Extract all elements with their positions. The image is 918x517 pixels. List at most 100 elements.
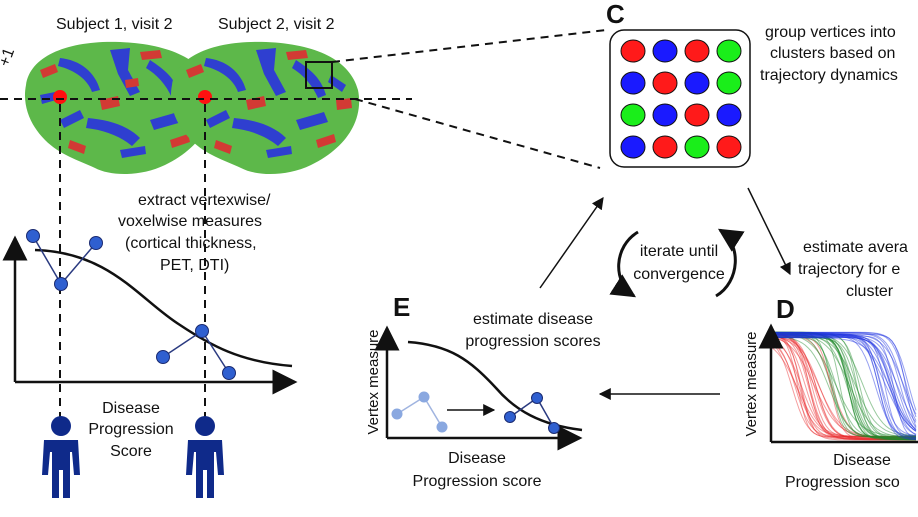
left-caption-line: (cortical thickness, (125, 235, 257, 252)
trajectory-line (772, 334, 917, 440)
trajectory-line (772, 336, 917, 436)
panel-c-caption-line: clusters based on (770, 45, 895, 62)
left-plot-trajectory-curve (34, 248, 293, 368)
trajectory-line (771, 332, 916, 438)
subject1-points (26, 229, 103, 291)
trajectory-line (772, 336, 917, 435)
left-caption-line: voxelwise measures (118, 213, 262, 230)
panel-e-caption-line: progression scores (465, 333, 600, 350)
trajectory-line (772, 332, 917, 436)
panel-e-xlabel-line: Progression score (413, 473, 542, 490)
trajectory-line (771, 336, 916, 438)
cluster-vertex-dot (716, 103, 742, 127)
trajectory-line (772, 332, 916, 437)
panel-d-caption: estimate avera trajectory for e cluster (798, 239, 908, 300)
trajectory-line (771, 334, 916, 439)
trajectory-line (772, 332, 916, 440)
trajectory-line (771, 334, 916, 438)
cluster-grid (620, 39, 742, 159)
iterate-arrow-left (609, 230, 639, 298)
panel-e-xlabel-line: Disease (448, 450, 506, 467)
panel-c-caption: group vertices into clusters based on tr… (760, 24, 898, 84)
trajectory-line (772, 332, 917, 429)
trajectory-line (772, 332, 917, 440)
trajectory-line (772, 331, 917, 411)
arrow-e-to-c (539, 197, 604, 289)
trajectory-line (771, 336, 916, 438)
cluster-vertex-dot (652, 71, 678, 95)
trajectory-line (772, 333, 917, 432)
cluster-vertex-dot (716, 135, 742, 159)
cluster-vertex-dot (652, 103, 678, 127)
panel-c-caption-line: trajectory dynamics (760, 67, 898, 84)
trajectory-line (771, 347, 916, 441)
trajectory-line (771, 335, 916, 439)
trajectory-line (772, 335, 916, 439)
trajectory-line (771, 336, 916, 440)
cluster-vertex-dot (620, 135, 646, 159)
cluster-vertex-dot (652, 39, 678, 63)
zoom-line-top (331, 29, 607, 63)
panel-d-caption-line: trajectory for e (798, 261, 900, 278)
selected-region-box (305, 61, 333, 89)
subject2-points (156, 324, 236, 380)
panel-c-caption-line: group vertices into (765, 24, 896, 41)
trajectory-line (771, 331, 916, 439)
cluster-vertex-dot (684, 39, 710, 63)
panel-d-xlabel-line: Disease (833, 452, 891, 469)
data-point (156, 350, 170, 364)
trajectory-line (771, 342, 916, 440)
panel-e-unaligned-points (391, 391, 448, 433)
cluster-vertex-dot (620, 71, 646, 95)
trajectory-line (772, 336, 916, 440)
trajectory-line (771, 338, 916, 440)
data-point (548, 422, 560, 434)
left-caption-line: extract vertexwise/ (138, 192, 271, 209)
data-point (531, 392, 543, 404)
data-point (504, 411, 516, 423)
trajectory-line (772, 334, 917, 437)
trajectory-line (771, 332, 917, 437)
data-point (391, 408, 403, 420)
person-icon-subject2 (186, 416, 224, 498)
panel-e-caption-line: estimate disease (473, 311, 593, 328)
trajectory-line (771, 334, 916, 441)
cluster-vertex-dot (716, 71, 742, 95)
panel-d-caption-line: cluster (846, 283, 894, 300)
cluster-vertex-dot (620, 103, 646, 127)
trajectory-line (772, 334, 916, 439)
trajectory-line (772, 333, 917, 427)
cluster-vertex-dot (684, 103, 710, 127)
trajectory-line (771, 334, 916, 438)
trajectory-line (772, 333, 917, 415)
trajectory-line (772, 336, 917, 431)
data-point (436, 421, 448, 433)
trajectory-line (772, 331, 916, 438)
trajectory-line (772, 331, 916, 440)
trajectory-line (772, 335, 917, 438)
iterate-arrow-right (715, 228, 745, 298)
cluster-grid-box (609, 29, 751, 168)
left-xaxis-line: Disease (102, 400, 160, 417)
brain-subject2 (170, 41, 360, 175)
panel-c-letter: C (606, 0, 625, 29)
panel-d-ylabel: Vertex measure (743, 331, 760, 436)
zoom-line-bottom (354, 98, 601, 169)
cluster-vertex-dot (620, 39, 646, 63)
trajectory-line (771, 336, 916, 438)
subject2-label: Subject 2, visit 2 (218, 16, 335, 33)
trajectory-line (772, 332, 917, 418)
data-point (89, 236, 103, 250)
data-point (54, 277, 68, 291)
data-point (222, 366, 236, 380)
left-xaxis-label: Disease Progression Score (88, 400, 173, 460)
trajectory-line (772, 335, 917, 441)
trajectory-line (772, 336, 916, 439)
panel-e-ylabel: Vertex measure (365, 329, 382, 434)
trajectory-line (771, 333, 916, 440)
trajectory-line (772, 336, 916, 441)
trajectory-line (771, 333, 916, 440)
panel-e-aligned-points (504, 392, 560, 434)
data-point (26, 229, 40, 243)
